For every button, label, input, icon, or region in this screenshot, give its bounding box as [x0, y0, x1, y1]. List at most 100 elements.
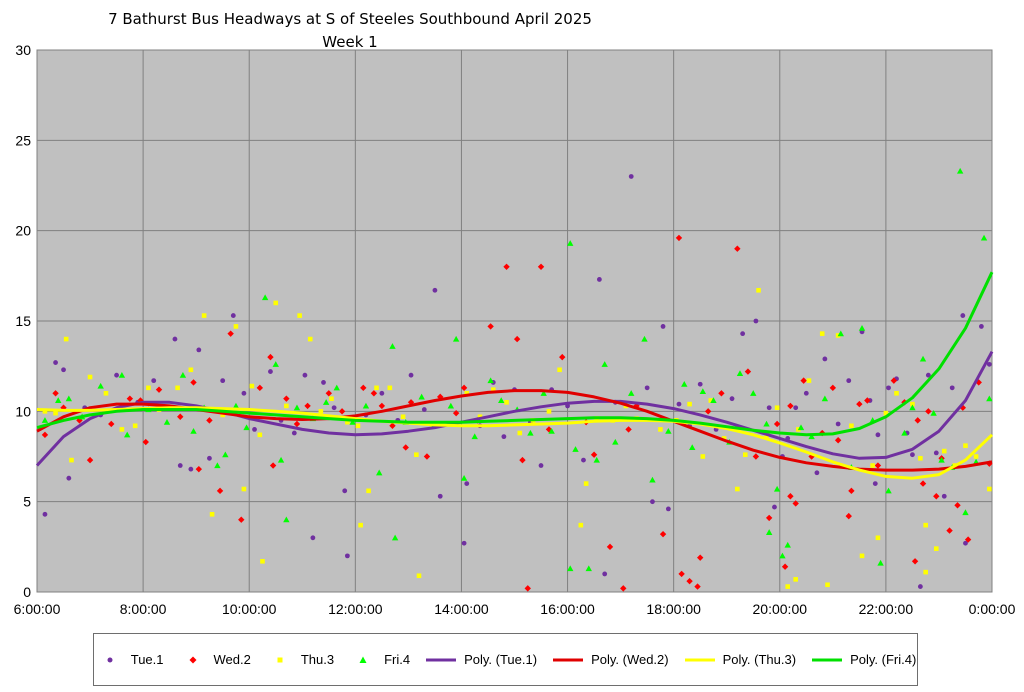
point-thu3: [209, 512, 215, 517]
legend-marker-swatch: [189, 656, 196, 663]
point-tue1: [602, 571, 608, 577]
point-wed2: [325, 390, 333, 397]
point-tue1: [501, 434, 507, 440]
point-wed2: [524, 585, 531, 592]
trendline-poly-thu-3: [36, 406, 994, 480]
point-thu3: [490, 387, 496, 392]
y-tick-label: 10: [15, 403, 31, 419]
point-wed2: [734, 245, 741, 252]
point-wed2: [590, 451, 598, 458]
point-tue1: [114, 372, 119, 378]
point-fri4: [261, 294, 269, 301]
legend-label: Fri.4: [384, 652, 411, 667]
point-thu3: [764, 434, 769, 439]
point-wed2: [718, 390, 725, 397]
point-wed2: [781, 563, 789, 570]
point-tue1: [344, 553, 350, 559]
point-wed2: [267, 353, 274, 361]
point-thu3: [687, 401, 692, 407]
point-fri4: [548, 428, 555, 434]
point-tue1: [803, 390, 809, 396]
point-wed2: [765, 514, 773, 522]
point-thu3: [260, 558, 265, 564]
point-thu3: [735, 486, 740, 492]
legend-label: Tue.1: [130, 652, 164, 667]
point-wed2: [678, 570, 685, 578]
point-tue1: [729, 396, 735, 402]
point-tue1: [835, 421, 841, 427]
legend-marker-swatch: [277, 657, 283, 662]
point-fri4: [901, 429, 908, 436]
point-tue1: [220, 378, 226, 384]
point-thu3: [103, 390, 109, 396]
point-thu3: [53, 410, 58, 416]
point-wed2: [787, 493, 794, 500]
point-thu3: [400, 414, 406, 420]
point-tue1: [66, 475, 72, 481]
point-fri4: [593, 456, 600, 463]
point-fri4: [333, 384, 340, 391]
point-wed2: [792, 500, 799, 507]
point-wed2: [848, 487, 855, 495]
point-tue1: [461, 540, 467, 546]
point-fri4: [349, 418, 356, 425]
point-tue1: [42, 511, 48, 517]
point-tue1: [241, 390, 247, 396]
point-thu3: [774, 405, 780, 411]
point-wed2: [925, 408, 932, 415]
point-tue1: [910, 452, 915, 458]
point-wed2: [964, 536, 972, 543]
point-thu3: [700, 454, 706, 459]
legend-label: Poly. (Wed.2): [591, 652, 669, 667]
point-thu3: [416, 573, 422, 579]
point-tue1: [766, 405, 772, 411]
point-thu3: [249, 383, 255, 389]
legend-item: Poly. (Tue.1): [424, 652, 537, 667]
point-fri4: [858, 325, 866, 331]
point-tue1: [596, 277, 602, 282]
point-thu3: [366, 488, 371, 494]
point-fri4: [681, 381, 688, 387]
point-fri4: [699, 388, 707, 395]
legend-label: Poly. (Tue.1): [464, 652, 538, 667]
legend-item: Fri.4: [348, 652, 410, 667]
point-wed2: [744, 368, 752, 375]
point-tue1: [753, 318, 759, 324]
point-thu3: [387, 385, 393, 391]
point-wed2: [919, 480, 927, 487]
point-wed2: [773, 420, 781, 428]
point-wed2: [503, 263, 510, 270]
point-thu3: [756, 287, 761, 293]
y-tick-label: 0: [23, 584, 31, 600]
point-wed2: [283, 395, 290, 402]
point-tue1: [207, 455, 212, 461]
point-tue1: [822, 356, 828, 362]
point-tue1: [379, 390, 385, 396]
point-tue1: [933, 450, 939, 456]
point-fri4: [980, 234, 988, 241]
point-thu3: [517, 430, 523, 436]
point-wed2: [864, 397, 871, 404]
point-tue1: [321, 380, 326, 385]
point-thu3: [883, 410, 889, 416]
point-wed2: [370, 390, 378, 397]
point-thu3: [241, 486, 247, 492]
point-wed2: [452, 409, 460, 417]
point-tue1: [538, 463, 544, 468]
point-thu3: [464, 390, 470, 396]
point-thu3: [658, 427, 663, 432]
point-thu3: [284, 403, 289, 409]
point-thu3: [918, 456, 923, 461]
point-fri4: [277, 456, 285, 463]
point-wed2: [227, 330, 234, 337]
point-tue1: [188, 466, 194, 472]
y-tick-label: 20: [15, 223, 31, 239]
point-thu3: [923, 522, 928, 528]
point-fri4: [962, 509, 969, 516]
point-thu3: [42, 409, 48, 414]
point-wed2: [537, 263, 545, 270]
point-thu3: [793, 577, 798, 582]
point-wed2: [190, 379, 197, 386]
point-fri4: [362, 402, 370, 409]
point-fri4: [418, 393, 425, 400]
